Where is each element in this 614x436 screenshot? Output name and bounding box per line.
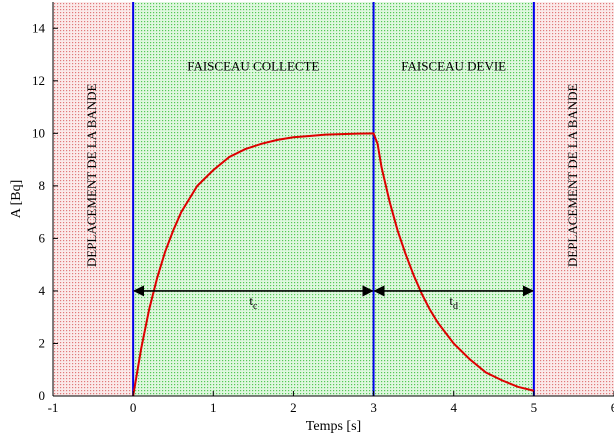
region-3: [533, 2, 614, 396]
x-tick-label-3: 2: [290, 400, 297, 415]
y-tick-label-3: 6: [39, 230, 46, 245]
region-label-0: DEPLACEMENT DE LA BANDE: [84, 84, 99, 268]
x-tick-label-5: 4: [450, 400, 457, 415]
region-label-2: FAISCEAU DEVIE: [401, 58, 506, 73]
y-tick-label-4: 8: [39, 178, 46, 193]
annotation-label-1: td: [449, 293, 458, 312]
annotation-label-0: tc: [249, 293, 258, 312]
region-label-3: DEPLACEMENT DE LA BANDE: [565, 84, 580, 268]
boundaries-layer: [132, 2, 535, 396]
y-tick-label-1: 2: [39, 335, 46, 350]
annotations-layer: tc td: [133, 285, 534, 312]
region-2: [373, 2, 534, 396]
y-tick-label-6: 12: [32, 73, 45, 88]
region-1: [133, 2, 374, 396]
y-tick-label-2: 4: [39, 283, 46, 298]
y-axis-title: A [Bq]: [9, 180, 24, 219]
x-axis-title: Temps [s]: [306, 419, 361, 434]
x-tick-label-0: -1: [48, 400, 59, 415]
region-0: [53, 2, 134, 396]
x-tick-label-1: 0: [130, 400, 137, 415]
x-tick-label-7: 6: [611, 400, 614, 415]
series-line-0: [132, 132, 535, 397]
y-tick-label-5: 10: [32, 125, 45, 140]
x-tick-label-6: 5: [531, 400, 538, 415]
series-layer: [132, 132, 535, 397]
y-tick-label-0: 0: [39, 388, 46, 403]
region-label-1: FAISCEAU COLLECTE: [187, 58, 319, 73]
x-tick-label-2: 1: [210, 400, 217, 415]
regions-layer: DEPLACEMENT DE LA BANDE FAISCEAU COLLECTE…: [53, 2, 614, 396]
y-tick-label-7: 14: [32, 20, 46, 35]
x-tick-label-4: 3: [370, 400, 377, 415]
